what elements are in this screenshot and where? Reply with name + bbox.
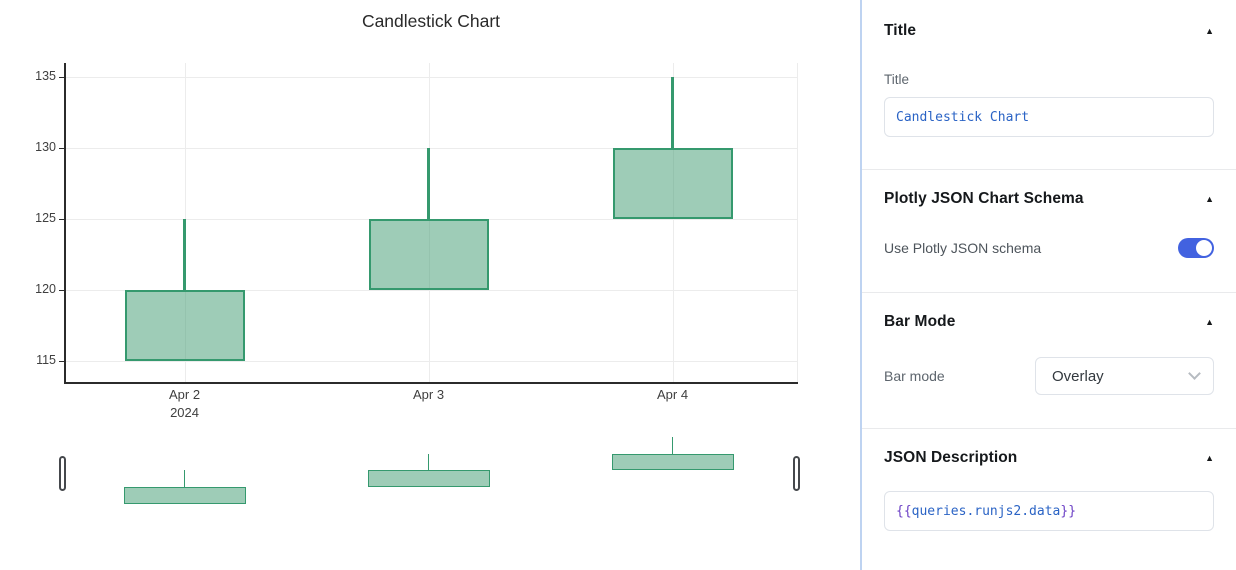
section-title: Title ▲ Title [862, 0, 1236, 170]
chevron-down-icon [1188, 367, 1201, 380]
candlestick-wick[interactable] [671, 77, 674, 149]
rangeslider-candlestick-body [611, 453, 734, 471]
gridline-y [65, 77, 797, 79]
rangeslider-candlestick-body [367, 470, 490, 487]
collapse-icon[interactable]: ▲ [1205, 25, 1214, 36]
section-json-header: JSON Description [884, 449, 1018, 466]
gridline-y [65, 289, 797, 291]
use-plotly-json-schema-toggle[interactable] [1178, 238, 1214, 258]
x-tick-label: 2024 [170, 405, 199, 420]
y-tick-mark [59, 148, 64, 150]
bar-mode-selected-value: Overlay [1052, 367, 1104, 385]
json-description-input[interactable]: {{queries.runjs2.data}} [884, 491, 1214, 531]
x-tick-label: Apr 4 [657, 387, 689, 402]
y-tick-label: 120 [35, 281, 56, 296]
candlestick-body[interactable] [124, 289, 245, 361]
x-tick-label: Apr 3 [413, 387, 445, 402]
range-slider-handle-left[interactable] [59, 456, 66, 491]
section-schema-header: Plotly JSON Chart Schema [884, 190, 1084, 207]
chart-title: Candlestick Chart [361, 11, 501, 31]
template-expression: queries.runjs2.data [911, 503, 1061, 519]
inspector-panel: Title ▲ Title Plotly JSON Chart Schema ▲… [860, 0, 1236, 570]
range-slider-handle-right[interactable] [793, 456, 800, 491]
y-tick-mark [59, 289, 64, 291]
collapse-icon[interactable]: ▲ [1205, 452, 1214, 463]
y-tick-mark [59, 77, 64, 79]
collapse-icon[interactable]: ▲ [1205, 316, 1214, 327]
y-tick-label: 135 [35, 69, 56, 84]
gridline-x [797, 63, 798, 382]
rangeslider-candlestick-wick [427, 453, 430, 471]
title-input[interactable] [884, 97, 1214, 137]
section-bar-mode-header: Bar Mode [884, 313, 956, 330]
gridline-y [65, 148, 797, 150]
use-schema-label: Use Plotly JSON schema [884, 240, 1042, 256]
chart-area: Candlestick Chart 115 120 125 130 135 Apr 2 20… [35, 11, 800, 504]
toggle-knob [1196, 240, 1212, 256]
section-title-header: Title [884, 22, 917, 39]
rangeslider-candlestick-wick [671, 437, 674, 454]
y-tick-mark [59, 218, 64, 220]
rangeslider-candlestick-wick [183, 470, 186, 487]
bar-mode-label: Bar mode [884, 368, 945, 384]
template-brace-close: }} [1060, 503, 1077, 519]
y-tick-mark [59, 360, 64, 362]
candlestick-body[interactable] [368, 218, 489, 290]
candlestick-wick[interactable] [183, 218, 186, 290]
section-bar-mode: Bar Mode ▲ Bar mode Overlay [862, 293, 1236, 429]
candlestick-body[interactable] [612, 148, 733, 219]
y-axis-line [64, 63, 66, 383]
y-tick-label: 125 [35, 210, 56, 225]
template-brace-open: {{ [896, 503, 912, 519]
section-plotly-json-schema: Plotly JSON Chart Schema ▲ Use Plotly JS… [862, 170, 1236, 293]
candlestick-wick[interactable] [427, 148, 430, 219]
gridline-y [65, 360, 797, 362]
rangeslider-candlestick-body [123, 486, 246, 504]
x-axis-line [64, 382, 798, 384]
gridline-x [672, 63, 674, 382]
x-tick-label: Apr 2 [169, 387, 201, 402]
collapse-icon[interactable]: ▲ [1205, 193, 1214, 204]
title-field-label: Title [884, 72, 910, 87]
y-tick-label: 130 [35, 140, 56, 155]
bar-mode-select[interactable]: Overlay [1035, 357, 1214, 395]
section-json-description: JSON Description ▲ {{queries.runjs2.data… [862, 429, 1236, 551]
y-tick-label: 115 [36, 352, 56, 367]
